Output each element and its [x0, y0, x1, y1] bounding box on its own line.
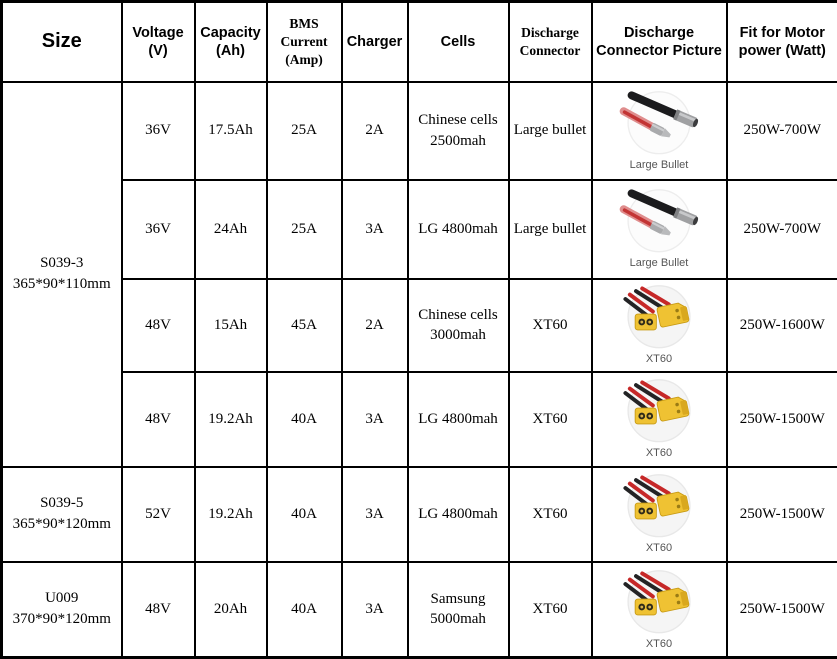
- table-row: U009 370*90*120mm 48V 20Ah 40A 3A Samsun…: [2, 562, 837, 658]
- table-row: S039-5 365*90*120mm 52V 19.2Ah 40A 3A LG…: [2, 467, 837, 562]
- discharge-connector-cell: Large bullet: [509, 180, 592, 279]
- charger-cell: 2A: [342, 279, 408, 372]
- voltage-cell: 52V: [122, 467, 195, 562]
- xt60-connector-image: [606, 378, 712, 447]
- capacity-cell: 19.2Ah: [195, 467, 267, 562]
- discharge-connector-cell: XT60: [509, 467, 592, 562]
- discharge-connector-cell: XT60: [509, 562, 592, 658]
- bms-current-cell: 25A: [267, 180, 342, 279]
- cells-cell: Chinese cells 3000mah: [408, 279, 509, 372]
- header-voltage: Voltage (V): [122, 2, 195, 82]
- voltage-cell: 48V: [122, 279, 195, 372]
- cells-cell: LG 4800mah: [408, 372, 509, 467]
- discharge-connector-cell: XT60: [509, 279, 592, 372]
- model-dimensions: 365*90*110mm: [6, 274, 118, 295]
- model-name: S039-5: [6, 493, 118, 514]
- bms-current-cell: 25A: [267, 82, 342, 180]
- connector-picture-caption: Large Bullet: [630, 159, 689, 171]
- size-cell-s039-5: S039-5 365*90*120mm: [2, 467, 122, 562]
- xt60-connector-image: [606, 473, 712, 542]
- header-cells: Cells: [408, 2, 509, 82]
- model-dimensions: 365*90*120mm: [6, 514, 118, 535]
- model-name: S039-3: [6, 253, 118, 274]
- table-row: 36V 24Ah 25A 3A LG 4800mah Large bullet …: [2, 180, 837, 279]
- charger-cell: 3A: [342, 372, 408, 467]
- connector-picture-caption: XT60: [646, 447, 672, 459]
- table-row: 48V 15Ah 45A 2A Chinese cells 3000mah XT…: [2, 279, 837, 372]
- header-size: Size: [2, 2, 122, 82]
- bms-current-cell: 40A: [267, 562, 342, 658]
- charger-cell: 3A: [342, 180, 408, 279]
- header-row: Size Voltage (V) Capacity (Ah) BMS Curre…: [2, 2, 837, 82]
- xt60-connector-image: [606, 284, 712, 353]
- motor-power-cell: 250W-700W: [727, 82, 837, 180]
- motor-power-cell: 250W-1500W: [727, 562, 837, 658]
- voltage-cell: 48V: [122, 372, 195, 467]
- connector-picture-caption: XT60: [646, 638, 672, 650]
- header-discharge-connector: Discharge Connector: [509, 2, 592, 82]
- bms-current-cell: 40A: [267, 467, 342, 562]
- cells-cell: LG 4800mah: [408, 467, 509, 562]
- connector-picture-cell: Large Bullet: [592, 180, 727, 279]
- connector-picture-cell: XT60: [592, 372, 727, 467]
- motor-power-cell: 250W-1600W: [727, 279, 837, 372]
- connector-picture-cell: XT60: [592, 279, 727, 372]
- bms-current-cell: 45A: [267, 279, 342, 372]
- voltage-cell: 36V: [122, 180, 195, 279]
- discharge-connector-cell: Large bullet: [509, 82, 592, 180]
- connector-picture-caption: XT60: [646, 542, 672, 554]
- table-row: S039-3 365*90*110mm 36V 17.5Ah 25A 2A Ch…: [2, 82, 837, 180]
- charger-cell: 3A: [342, 562, 408, 658]
- xt60-connector-image: [606, 569, 712, 638]
- charger-cell: 3A: [342, 467, 408, 562]
- motor-power-cell: 250W-700W: [727, 180, 837, 279]
- bms-current-cell: 40A: [267, 372, 342, 467]
- motor-power-cell: 250W-1500W: [727, 467, 837, 562]
- header-charger: Charger: [342, 2, 408, 82]
- connector-picture-cell: Large Bullet: [592, 82, 727, 180]
- model-name: U009: [6, 588, 118, 609]
- table-row: 48V 19.2Ah 40A 3A LG 4800mah XT60 XT60 2…: [2, 372, 837, 467]
- capacity-cell: 24Ah: [195, 180, 267, 279]
- header-discharge-connector-picture: Discharge Connector Picture: [592, 2, 727, 82]
- charger-cell: 2A: [342, 82, 408, 180]
- size-cell-u009: U009 370*90*120mm: [2, 562, 122, 658]
- voltage-cell: 36V: [122, 82, 195, 180]
- connector-picture-cell: XT60: [592, 467, 727, 562]
- large-bullet-connector-image: [606, 188, 712, 257]
- cells-cell: Chinese cells 2500mah: [408, 82, 509, 180]
- voltage-cell: 48V: [122, 562, 195, 658]
- connector-picture-caption: Large Bullet: [630, 257, 689, 269]
- cells-cell: LG 4800mah: [408, 180, 509, 279]
- capacity-cell: 17.5Ah: [195, 82, 267, 180]
- large-bullet-connector-image: [606, 90, 712, 159]
- motor-power-cell: 250W-1500W: [727, 372, 837, 467]
- capacity-cell: 19.2Ah: [195, 372, 267, 467]
- connector-picture-cell: XT60: [592, 562, 727, 658]
- connector-picture-caption: XT60: [646, 353, 672, 365]
- capacity-cell: 15Ah: [195, 279, 267, 372]
- model-dimensions: 370*90*120mm: [6, 609, 118, 630]
- header-capacity: Capacity (Ah): [195, 2, 267, 82]
- header-motor-power: Fit for Motor power (Watt): [727, 2, 837, 82]
- size-cell-s039-3: S039-3 365*90*110mm: [2, 82, 122, 467]
- cells-cell: Samsung 5000mah: [408, 562, 509, 658]
- capacity-cell: 20Ah: [195, 562, 267, 658]
- header-bms-current: BMS Current (Amp): [267, 2, 342, 82]
- discharge-connector-cell: XT60: [509, 372, 592, 467]
